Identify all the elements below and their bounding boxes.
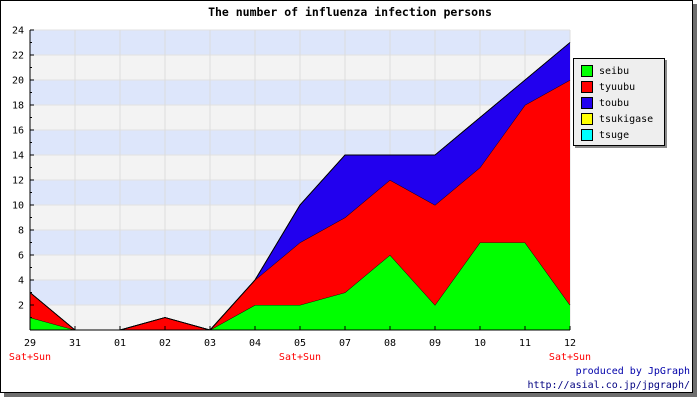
y-tick-label: 24 (12, 26, 24, 37)
area-seibu (30, 242, 570, 330)
credit-url[interactable]: http://asial.co.jp/jpgraph/ (527, 380, 690, 391)
x-tick-label: 05 (294, 338, 306, 349)
x-tick-label: 04 (249, 338, 261, 349)
y-tick-label: 14 (12, 151, 24, 162)
legend-item-tsuge: tsuge (581, 127, 658, 143)
credit-producer: produced by JpGraph (575, 366, 690, 377)
y-tick-label: 12 (12, 176, 24, 187)
legend-item-tyuubu: tyuubu (581, 79, 658, 95)
legend-label: tyuubu (599, 81, 636, 93)
legend-label: tsukigase (599, 113, 654, 125)
weekend-label: Sat+Sun (9, 352, 51, 363)
legend-label: toubu (599, 97, 630, 109)
x-tick-label: 11 (519, 338, 531, 349)
legend-swatch (581, 129, 593, 141)
y-tick-label: 20 (12, 76, 24, 87)
x-tick-label: 07 (339, 338, 351, 349)
x-tick-label: 10 (474, 338, 486, 349)
legend-swatch (581, 81, 593, 93)
legend-swatch (581, 113, 593, 125)
x-tick-label: 08 (384, 338, 396, 349)
x-tick-label: 29 (24, 338, 36, 349)
legend-item-tsukigase: tsukigase (581, 111, 658, 127)
y-tick-label: 2 (18, 301, 24, 312)
y-tick-label: 4 (18, 276, 24, 287)
legend-item-toubu: toubu (581, 95, 658, 111)
legend-swatch (581, 97, 593, 109)
weekend-label: Sat+Sun (279, 352, 321, 363)
y-tick-label: 18 (12, 101, 24, 112)
x-tick-label: 12 (564, 338, 576, 349)
y-tick-label: 10 (12, 201, 24, 212)
area-tyuubu (30, 80, 570, 330)
x-tick-label: 03 (204, 338, 216, 349)
chart-title: The number of influenza infection person… (208, 5, 492, 19)
weekend-label: Sat+Sun (549, 352, 591, 363)
x-tick-label: 31 (69, 338, 81, 349)
y-tick-label: 8 (18, 226, 24, 237)
legend-item-seibu: seibu (581, 63, 658, 79)
chart-legend: seibu tyuubu toubu tsukigase tsuge (573, 58, 665, 146)
legend-label: tsuge (599, 129, 630, 141)
x-tick-label: 02 (159, 338, 171, 349)
y-tick-label: 6 (18, 251, 24, 262)
legend-swatch (581, 65, 593, 77)
y-tick-label: 22 (12, 51, 24, 62)
y-tick-label: 16 (12, 126, 24, 137)
x-tick-label: 09 (429, 338, 441, 349)
x-tick-label: 01 (114, 338, 126, 349)
legend-label: seibu (599, 65, 630, 77)
